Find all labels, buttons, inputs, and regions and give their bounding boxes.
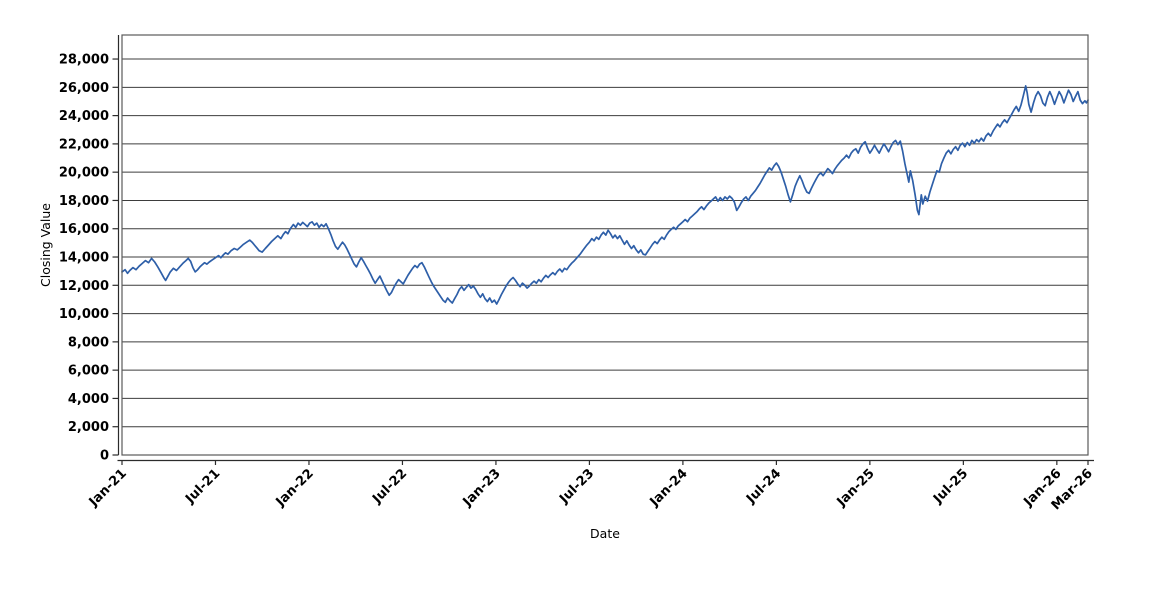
x-tick-label: Jan-23 <box>460 466 504 510</box>
price-series-line <box>121 85 1089 305</box>
y-tick-label: 22,000 <box>59 137 109 152</box>
x-tick-label: Jul-22 <box>369 466 410 507</box>
y-tick-label: 8,000 <box>68 335 109 350</box>
y-tick-label: 4,000 <box>68 392 109 407</box>
x-axis-title: Date <box>590 526 620 541</box>
plot-frame <box>121 34 1089 456</box>
x-tick-label: Jul-21 <box>182 466 223 507</box>
y-tick-label: 24,000 <box>59 109 109 124</box>
y-tick-label: 6,000 <box>68 364 109 379</box>
y-tick-label: 28,000 <box>59 53 109 68</box>
y-tick-label: 12,000 <box>59 279 109 294</box>
y-tick-label: 18,000 <box>59 194 109 209</box>
y-axis-title: Closing Value <box>38 203 53 287</box>
x-tick-label: Jul-23 <box>556 466 597 507</box>
x-tick-label: Jan-25 <box>834 466 878 510</box>
y-tick-label: 14,000 <box>59 251 109 266</box>
chart-plot: 0 2,000 4,000 6,000 8,000 10,000 12,000 14,000 1… <box>59 34 1096 513</box>
x-tick-label: Jan-24 <box>647 466 691 510</box>
y-tick-label: 16,000 <box>59 222 109 237</box>
y-tick-label: 0 <box>100 449 109 464</box>
x-tick-label: Jan-21 <box>86 466 130 510</box>
y-tick-label: 26,000 <box>59 81 109 96</box>
x-tick-label: Jan-22 <box>273 466 317 510</box>
y-tick-label: 2,000 <box>68 420 109 435</box>
y-tick-label: 10,000 <box>59 307 109 322</box>
x-tick-label: Jul-25 <box>930 466 971 507</box>
x-tick-label: Jul-24 <box>743 466 784 507</box>
y-tick-label: 20,000 <box>59 166 109 181</box>
